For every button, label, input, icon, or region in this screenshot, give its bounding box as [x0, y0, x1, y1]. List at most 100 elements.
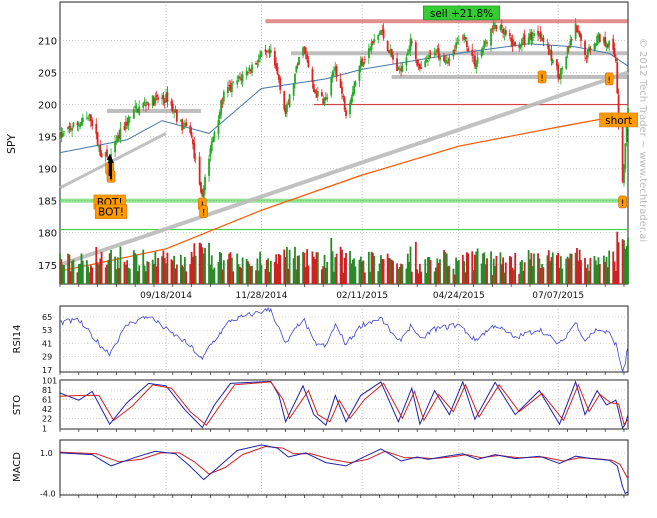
volume-bar [510, 257, 513, 284]
candle-body [136, 108, 139, 113]
candle-body [165, 93, 167, 102]
volume-bar [135, 254, 138, 284]
volume-bar [453, 274, 456, 284]
candle-body [495, 25, 498, 29]
candle-body [475, 63, 478, 69]
volume-bar [586, 264, 589, 284]
volume-bar [476, 248, 479, 284]
volume-bar [91, 267, 94, 284]
volume-bar [570, 253, 573, 284]
volume-bar [209, 264, 212, 284]
candle-body [265, 51, 268, 53]
volume-bar [248, 263, 251, 284]
candle-body [463, 34, 466, 40]
candle-body [510, 37, 513, 42]
rsi-y-tick-label: 65 [42, 313, 52, 322]
volume-bar [166, 252, 169, 284]
volume-bar [119, 246, 122, 284]
candle-body [146, 102, 149, 104]
candle-body [408, 49, 411, 53]
rsi-y-tick-label: 41 [42, 339, 52, 348]
candle-body [551, 59, 554, 64]
candle-body [586, 50, 589, 58]
volume-bar [220, 253, 223, 284]
volume-bar [126, 260, 129, 284]
volume-bar [408, 262, 411, 284]
candle-body [448, 58, 451, 62]
candle-body [471, 49, 474, 57]
volume-bar [237, 264, 240, 284]
candle-body [511, 39, 514, 47]
volume-bar [194, 255, 197, 284]
candle-body [147, 103, 150, 106]
volume-bar [514, 252, 517, 284]
volume-bar [292, 258, 295, 284]
price-y-tick-label: 185 [38, 197, 57, 208]
price-y-tick-label: 210 [38, 36, 57, 47]
candle-body [602, 37, 605, 43]
volume-bar [475, 251, 478, 284]
alert-marker-glyph: ! [202, 209, 206, 219]
volume-bar [303, 252, 306, 284]
candle-body [229, 85, 232, 91]
sto-fast-line [59, 380, 629, 430]
candle-body [503, 31, 506, 35]
candle-body [353, 85, 355, 95]
candle-body [474, 55, 476, 67]
volume-bar [491, 275, 494, 284]
candle-body [342, 95, 345, 98]
macd-y-tick-label: -4.0 [40, 489, 56, 498]
volume-bar [275, 254, 278, 284]
candle-body [343, 97, 346, 110]
volume-bar [68, 254, 71, 284]
candle-body [209, 148, 212, 157]
volume-bar [210, 255, 213, 284]
volume-bar [371, 252, 374, 284]
volume-bar [624, 248, 627, 284]
candle-body [616, 62, 619, 94]
volume-bar [428, 256, 431, 284]
volume-bar [409, 246, 412, 284]
volume-bar [455, 257, 458, 284]
candle-body [625, 126, 628, 142]
candle-body [605, 45, 608, 47]
candle-body [461, 37, 464, 39]
volume-bar [118, 268, 120, 284]
candle-body [192, 139, 194, 145]
volume-bar [345, 253, 347, 284]
candle-body [443, 55, 445, 61]
candle-body [77, 125, 80, 126]
candle-body [306, 54, 308, 60]
volume-bar [361, 261, 364, 284]
sell-label: sell +21.8% [430, 8, 493, 20]
volume-bar [251, 265, 253, 284]
buy-arrow [108, 157, 115, 180]
volume-bar [294, 246, 296, 284]
candle-body [389, 49, 392, 51]
volume-bar [221, 269, 224, 284]
volume-bar [541, 264, 543, 284]
volume-bar [512, 269, 515, 284]
volume-bar [202, 253, 205, 284]
candle-body [249, 69, 252, 72]
volume-bar [381, 259, 384, 284]
volume-bar [490, 251, 492, 284]
volume-bar [500, 264, 503, 284]
candle-body [314, 90, 317, 94]
volume-bar [623, 240, 625, 284]
candle-body [400, 68, 402, 71]
candle-body [333, 70, 335, 72]
candle-body [63, 131, 65, 133]
candle-body [386, 40, 389, 52]
volume-bar [335, 253, 338, 284]
volume-bar [568, 258, 570, 284]
candle-body [565, 56, 568, 69]
candle-body [183, 123, 186, 126]
volume-bar [492, 258, 495, 284]
volume-bar [558, 267, 561, 284]
volume-bar [69, 271, 72, 284]
candle-body [465, 41, 468, 47]
volume-bar [367, 251, 370, 284]
candle-body [490, 28, 492, 46]
volume-bar [315, 252, 318, 284]
